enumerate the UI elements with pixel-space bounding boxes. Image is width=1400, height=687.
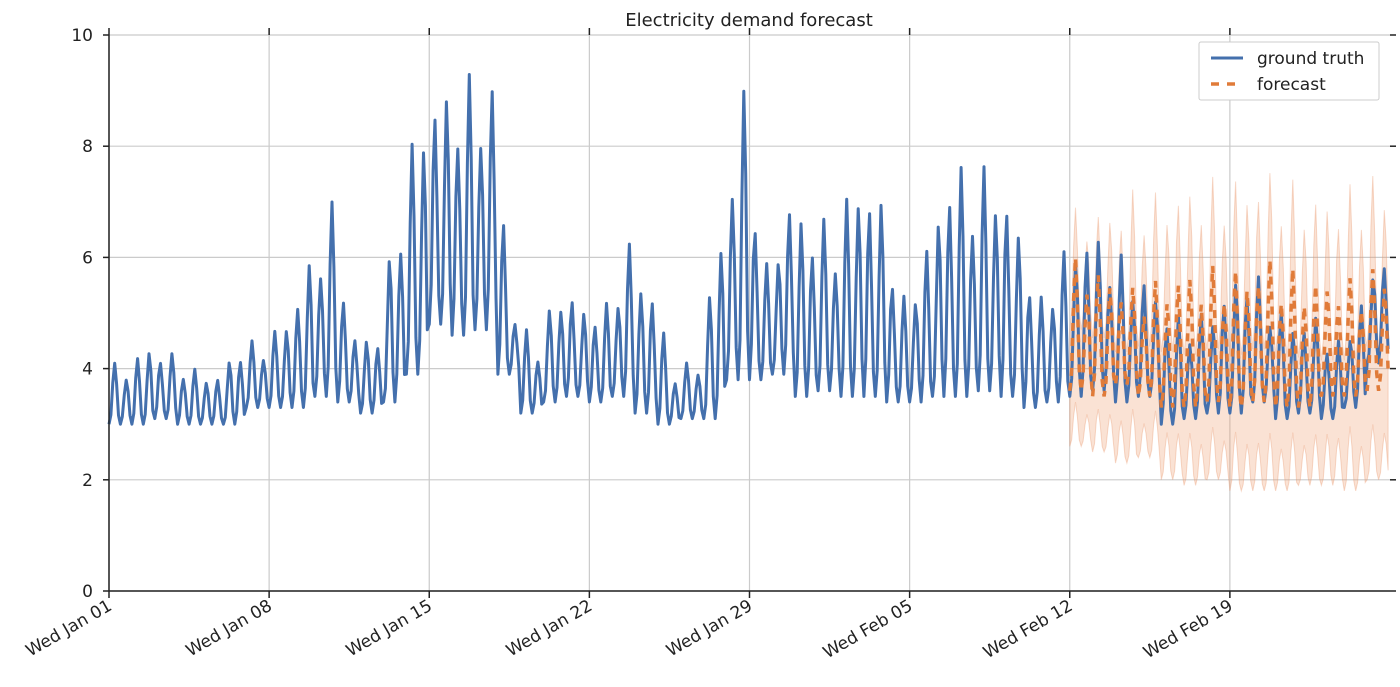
x-tick-label: Wed Feb 12	[980, 596, 1076, 663]
legend-box	[1198, 41, 1380, 101]
x-tick-label: Wed Jan 22	[503, 596, 596, 661]
x-tick-label: Wed Jan 15	[343, 596, 436, 661]
x-tick-label: Wed Jan 01	[23, 596, 116, 661]
y-tick-label: 10	[71, 26, 93, 46]
chart-title: Electricity demand forecast	[625, 10, 873, 31]
y-tick-label: 8	[82, 137, 93, 157]
legend: ground truth forecast	[1198, 41, 1380, 101]
ground-truth-line	[107, 73, 1390, 426]
legend-ground-truth-label: ground truth	[1257, 49, 1364, 69]
x-tick-label: Wed Feb 19	[1140, 596, 1236, 663]
legend-forecast-label: forecast	[1257, 75, 1326, 95]
forecast-line	[1068, 257, 1390, 408]
x-tick-label: Wed Jan 29	[663, 596, 756, 661]
x-tick-label: Wed Feb 05	[820, 596, 916, 663]
series-layer	[107, 73, 1390, 426]
y-tick-label: 0	[82, 582, 93, 602]
y-tick-label: 4	[82, 360, 93, 380]
y-tick-label: 2	[82, 471, 93, 491]
axes	[103, 28, 1396, 598]
y-tick-label: 6	[82, 248, 93, 268]
x-tick-label: Wed Jan 08	[183, 596, 276, 661]
